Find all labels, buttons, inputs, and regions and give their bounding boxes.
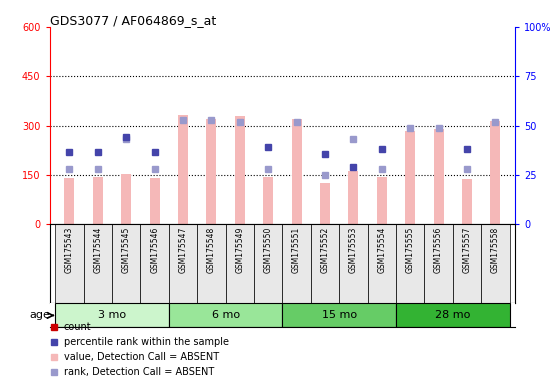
Text: GSM175553: GSM175553 bbox=[349, 227, 358, 273]
Text: GSM175558: GSM175558 bbox=[491, 227, 500, 273]
Bar bbox=[490, 121, 500, 224]
Text: GSM175554: GSM175554 bbox=[377, 227, 386, 273]
Text: GSM175551: GSM175551 bbox=[292, 227, 301, 273]
FancyBboxPatch shape bbox=[396, 224, 424, 303]
Text: 28 mo: 28 mo bbox=[435, 310, 471, 320]
Bar bbox=[263, 177, 273, 224]
Bar bbox=[93, 177, 103, 224]
Text: 6 mo: 6 mo bbox=[212, 310, 240, 320]
FancyBboxPatch shape bbox=[311, 224, 339, 303]
Text: percentile rank within the sample: percentile rank within the sample bbox=[63, 337, 229, 347]
Text: GSM175550: GSM175550 bbox=[264, 227, 273, 273]
FancyBboxPatch shape bbox=[197, 224, 225, 303]
FancyBboxPatch shape bbox=[55, 224, 84, 303]
Text: 3 mo: 3 mo bbox=[98, 310, 126, 320]
Text: GSM175555: GSM175555 bbox=[406, 227, 415, 273]
Bar bbox=[207, 119, 217, 224]
Text: GSM175546: GSM175546 bbox=[150, 227, 159, 273]
Text: GSM175556: GSM175556 bbox=[434, 227, 443, 273]
Text: age: age bbox=[29, 310, 50, 320]
Bar bbox=[348, 171, 358, 224]
FancyBboxPatch shape bbox=[424, 224, 453, 303]
Text: 15 mo: 15 mo bbox=[322, 310, 356, 320]
Text: GSM175545: GSM175545 bbox=[122, 227, 131, 273]
FancyBboxPatch shape bbox=[225, 224, 254, 303]
Text: GSM175544: GSM175544 bbox=[93, 227, 102, 273]
FancyBboxPatch shape bbox=[368, 224, 396, 303]
FancyBboxPatch shape bbox=[254, 224, 283, 303]
Bar bbox=[405, 131, 415, 224]
Bar bbox=[150, 178, 160, 224]
Text: rank, Detection Call = ABSENT: rank, Detection Call = ABSENT bbox=[63, 367, 214, 377]
Bar bbox=[121, 174, 131, 224]
FancyBboxPatch shape bbox=[112, 224, 141, 303]
FancyBboxPatch shape bbox=[481, 224, 510, 303]
FancyBboxPatch shape bbox=[283, 224, 311, 303]
Text: value, Detection Call = ABSENT: value, Detection Call = ABSENT bbox=[63, 352, 219, 362]
FancyBboxPatch shape bbox=[339, 224, 368, 303]
Text: GSM175543: GSM175543 bbox=[65, 227, 74, 273]
FancyBboxPatch shape bbox=[453, 224, 481, 303]
Bar bbox=[320, 183, 330, 224]
Bar bbox=[178, 115, 188, 224]
Bar bbox=[434, 129, 444, 224]
Bar bbox=[55, 303, 169, 328]
Text: count: count bbox=[63, 323, 91, 333]
Text: GSM175552: GSM175552 bbox=[321, 227, 329, 273]
Text: GSM175557: GSM175557 bbox=[462, 227, 472, 273]
Bar bbox=[377, 177, 387, 224]
Bar bbox=[283, 303, 396, 328]
FancyBboxPatch shape bbox=[84, 224, 112, 303]
Bar bbox=[235, 116, 245, 224]
Bar bbox=[169, 303, 283, 328]
Bar bbox=[291, 119, 301, 224]
FancyBboxPatch shape bbox=[169, 224, 197, 303]
Text: GDS3077 / AF064869_s_at: GDS3077 / AF064869_s_at bbox=[50, 14, 216, 27]
Text: GSM175549: GSM175549 bbox=[235, 227, 244, 273]
FancyBboxPatch shape bbox=[141, 224, 169, 303]
Bar bbox=[462, 179, 472, 224]
Bar bbox=[64, 178, 74, 224]
Text: GSM175548: GSM175548 bbox=[207, 227, 216, 273]
Bar bbox=[396, 303, 510, 328]
Text: GSM175547: GSM175547 bbox=[179, 227, 187, 273]
